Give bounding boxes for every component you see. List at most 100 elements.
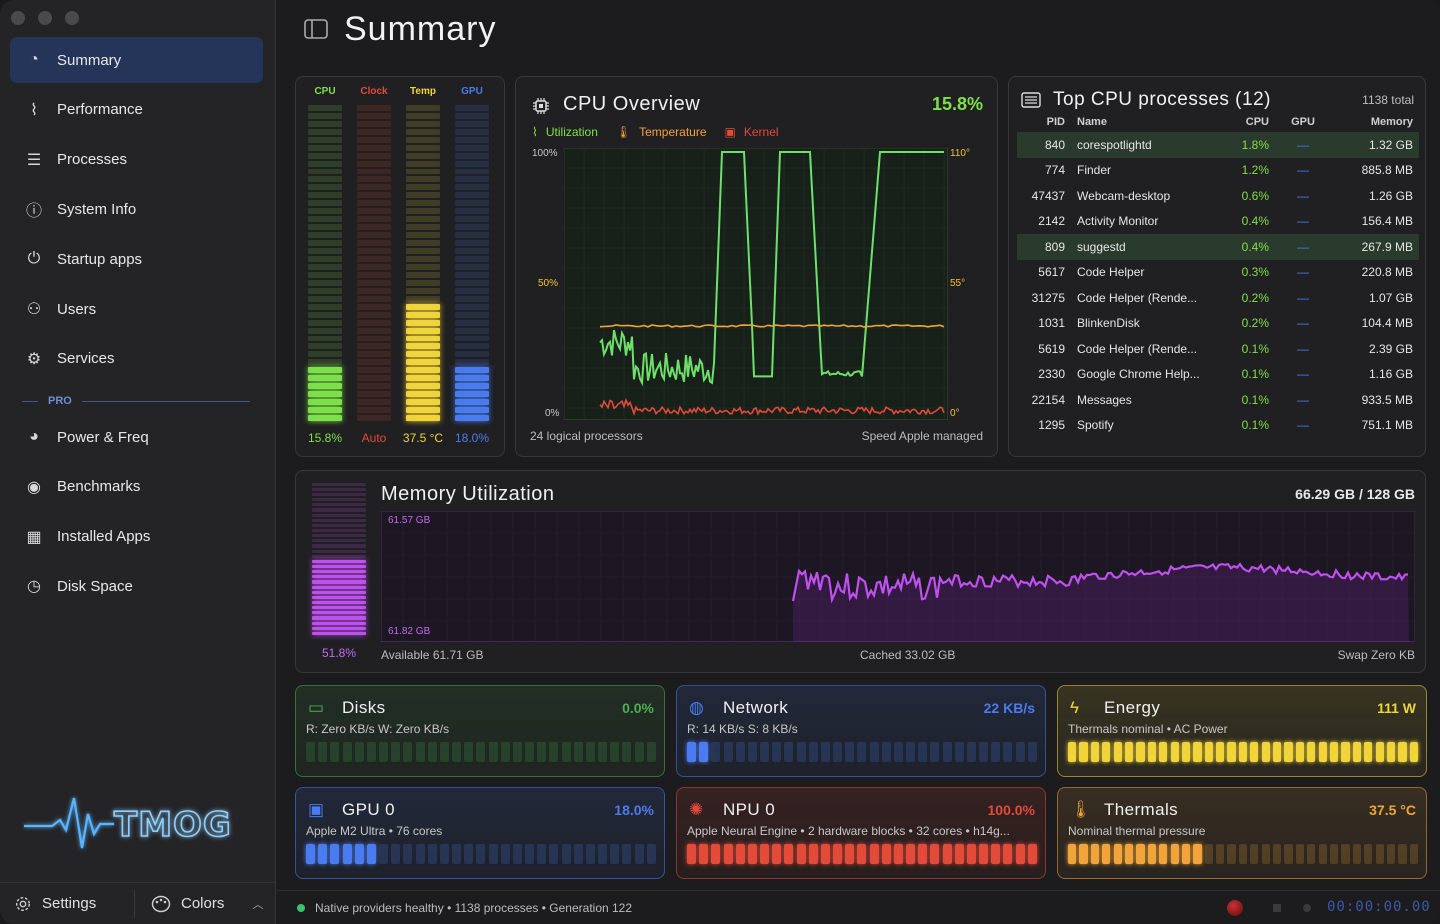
minimize-window-button[interactable] xyxy=(38,11,52,25)
process-row[interactable]: 5617 Code Helper 0.3% — 220.8 MB xyxy=(1017,260,1419,286)
energy-value: 111 W xyxy=(1377,700,1416,716)
disks-card[interactable]: ▭ Disks 0.0% R: Zero KB/s W: Zero KB/s xyxy=(295,685,665,777)
temperature-line xyxy=(599,324,945,328)
record-button[interactable] xyxy=(1227,900,1243,916)
process-row[interactable]: 47437 Webcam-desktop 0.6% — 1.26 GB xyxy=(1017,183,1419,209)
sidebar-item-disk-space[interactable]: ◷ Disk Space xyxy=(10,563,263,609)
cpu-legend: ⌇ Utilization 🌡︎ Temperature ▣ Kernel xyxy=(532,125,779,139)
process-mem: 156.4 MB xyxy=(1361,214,1413,229)
col-name[interactable]: Name xyxy=(1077,116,1107,128)
thermals-card[interactable]: 🌡︎ Thermals 37.5 °C Nominal thermal pressur… xyxy=(1057,787,1427,879)
sidebar-item-system-info[interactable]: ⓘ System Info xyxy=(10,186,263,232)
process-row[interactable]: 1031 BlinkenDisk 0.2% — 104.4 MB xyxy=(1017,311,1419,337)
process-row[interactable]: 840 corespotlightd 1.8% — 1.32 GB xyxy=(1017,132,1419,158)
memory-line xyxy=(791,562,1409,604)
memory-chart xyxy=(381,511,1415,642)
memory-title: Memory Utilization xyxy=(381,483,555,505)
gpu-card[interactable]: ▣ GPU 0 18.0% Apple M2 Ultra • 76 cores xyxy=(295,787,665,879)
process-row[interactable]: 774 Finder 1.2% — 885.8 MB xyxy=(1017,158,1419,184)
users-icon: ⚇ xyxy=(26,301,42,318)
status-dot xyxy=(297,904,305,912)
y-axis-mid: 50% xyxy=(538,278,559,289)
disks-bar xyxy=(306,742,656,762)
process-gpu: — xyxy=(1297,163,1309,178)
col-pid[interactable]: PID xyxy=(1046,116,1065,128)
process-mem: 2.39 GB xyxy=(1368,341,1413,356)
process-row[interactable]: 1295 Spotify 0.1% — 751.1 MB xyxy=(1017,413,1419,439)
zoom-window-button[interactable] xyxy=(65,11,79,25)
timer-readout: 00:00:00.00 xyxy=(1327,899,1431,915)
process-row[interactable]: 2330 Google Chrome Help... 0.1% — 1.16 GB xyxy=(1017,362,1419,388)
memory-available: Available 61.71 GB xyxy=(381,648,484,662)
page-title: Summary xyxy=(344,10,497,48)
network-card[interactable]: ◍ Network 22 KB/s R: 14 KB/s S: 8 KB/s xyxy=(676,685,1046,777)
process-name: corespotlightd xyxy=(1077,137,1152,152)
process-gpu: — xyxy=(1297,367,1309,382)
brain-icon: ✺ xyxy=(689,800,704,819)
process-row[interactable]: 2142 Activity Monitor 0.4% — 156.4 MB xyxy=(1017,209,1419,235)
sidebar-item-services[interactable]: ⚙ Services xyxy=(10,336,263,382)
process-row[interactable]: 31275 Code Helper (Rende... 0.2% — 1.07 GB xyxy=(1017,285,1419,311)
memory-area xyxy=(793,564,1409,642)
memory-meter xyxy=(312,482,366,635)
energy-card[interactable]: ϟ Energy 111 W Thermals nominal • AC Power xyxy=(1057,685,1427,777)
meter-label-gpu: GPU xyxy=(461,86,483,97)
col-memory[interactable]: Memory xyxy=(1370,116,1413,128)
sidebar-item-benchmarks[interactable]: ◉ Benchmarks xyxy=(10,464,263,510)
process-gpu: — xyxy=(1297,214,1309,229)
network-subtitle: R: 14 KB/s S: 8 KB/s xyxy=(687,722,798,736)
process-pid: 22154 xyxy=(1031,392,1065,407)
memory-swap: Swap Zero KB xyxy=(1337,648,1415,662)
info-icon: ⓘ xyxy=(25,203,42,221)
meter-column-gpu xyxy=(455,104,489,421)
sidebar-item-summary[interactable]: ◔ Summary xyxy=(10,37,263,83)
process-row[interactable]: 5619 Code Helper (Rende... 0.1% — 2.39 GB xyxy=(1017,336,1419,362)
network-title: Network xyxy=(723,698,789,717)
process-pid: 5617 xyxy=(1038,265,1065,280)
gpu-title: GPU 0 xyxy=(342,800,396,819)
sidebar: ◔ Summary ⌇ Performance ☰ Processes ⓘ System In… xyxy=(0,0,276,924)
sidebar-item-label: Processes xyxy=(57,151,128,169)
stop-button[interactable] xyxy=(1273,904,1281,912)
process-mem: 1.26 GB xyxy=(1368,188,1413,203)
speedometer-icon: ◕ xyxy=(29,428,39,445)
col-gpu[interactable]: GPU xyxy=(1291,116,1315,128)
process-mem: 104.4 MB xyxy=(1361,316,1413,331)
settings-button[interactable]: Settings xyxy=(14,895,134,913)
sidebar-item-processes[interactable]: ☰ Processes xyxy=(10,137,263,183)
process-mem: 1.32 GB xyxy=(1368,137,1413,152)
sidebar-item-power-freq[interactable]: ◕ Power & Freq xyxy=(10,414,263,460)
thermometer-icon: 🌡︎ xyxy=(1070,800,1092,819)
process-cpu: 0.1% xyxy=(1241,367,1269,382)
process-cpu: 0.1% xyxy=(1241,392,1269,407)
sidebar-item-performance[interactable]: ⌇ Performance xyxy=(10,87,263,133)
status-text: Native providers healthy • 1138 processe… xyxy=(315,901,633,915)
sidebar-item-installed-apps[interactable]: ▦ Installed Apps xyxy=(10,514,263,560)
pause-button[interactable] xyxy=(1303,904,1311,912)
npu-card[interactable]: ✺ NPU 0 100.0% Apple Neural Engine • 2 hard… xyxy=(676,787,1046,879)
sidebar-item-label: Performance xyxy=(57,101,143,119)
col-cpu[interactable]: CPU xyxy=(1245,116,1269,128)
sidebar-toggle-icon[interactable] xyxy=(304,19,328,39)
sidebar-item-startup-apps[interactable]: ⏻ Startup apps xyxy=(10,236,263,282)
meter-label-temp: Temp xyxy=(410,86,436,97)
thermometer-icon: 🌡︎ xyxy=(615,125,632,139)
process-row[interactable]: 809 suggestd 0.4% — 267.9 MB xyxy=(1017,234,1419,260)
y-right-mid: 55° xyxy=(950,278,966,289)
processes-title: Top CPU processes (12) xyxy=(1053,89,1271,110)
process-cpu: 0.3% xyxy=(1241,265,1269,280)
meter-value-gpu: 18.0% xyxy=(454,431,490,445)
process-row[interactable]: 22154 Messages 0.1% — 933.5 MB xyxy=(1017,387,1419,413)
close-window-button[interactable] xyxy=(11,11,25,25)
gears-icon: ⚙ xyxy=(26,350,42,368)
logo-text: TMOG xyxy=(114,805,232,845)
process-cpu: 0.2% xyxy=(1241,290,1269,305)
colors-button[interactable]: Colors ︿ xyxy=(151,895,271,913)
status-bar: Native providers healthy • 1138 processe… xyxy=(277,890,1440,924)
sidebar-item-label: Benchmarks xyxy=(57,478,141,496)
process-cpu: 0.1% xyxy=(1241,418,1269,433)
sidebar-item-users[interactable]: ⚇ Users xyxy=(10,286,263,332)
disks-value: 0.0% xyxy=(622,700,654,716)
colors-label: Colors xyxy=(181,895,225,912)
legend-utilization: Utilization xyxy=(545,125,598,139)
